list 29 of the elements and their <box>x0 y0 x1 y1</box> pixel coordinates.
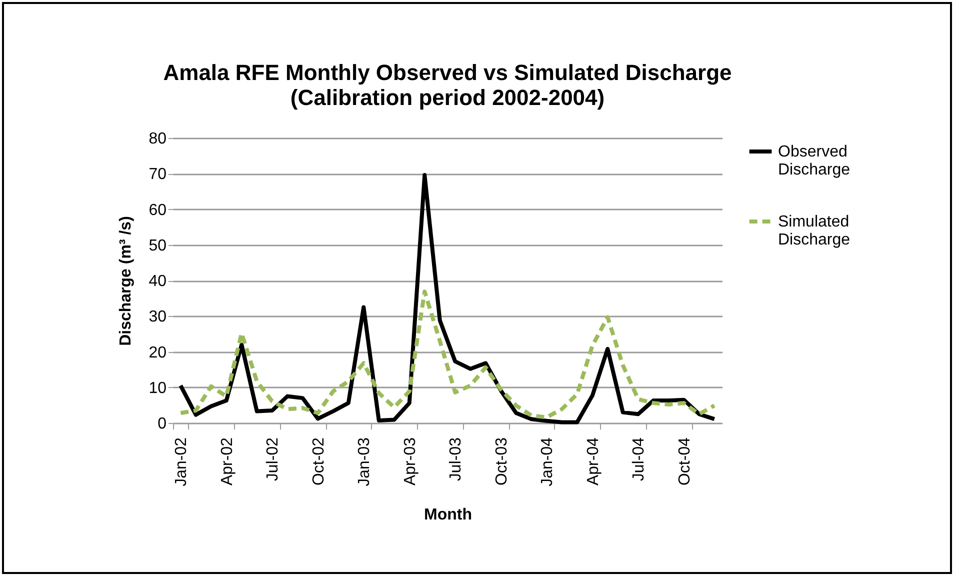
x-tick-label: Oct-03 <box>493 437 510 486</box>
x-tick-label: Apr-02 <box>218 437 236 486</box>
y-tick-label: 0 <box>158 416 167 432</box>
x-tick-label: Jul-02 <box>264 437 282 482</box>
x-tick-label: Oct-04 <box>676 437 694 486</box>
x-tick-label: Jan-04 <box>539 437 556 486</box>
x-tick-label: Jan-03 <box>356 437 374 486</box>
x-tick-label: Jul-03 <box>448 437 465 482</box>
y-tick-label: 80 <box>148 130 167 148</box>
x-axis-title: Month <box>424 506 472 524</box>
y-tick-label: 20 <box>148 344 167 362</box>
chart-title: Amala RFE Monthly Observed vs Simulated Discharge <box>163 60 732 85</box>
x-tick-label: Jul-04 <box>630 437 648 482</box>
line-series <box>178 173 716 424</box>
legend-label: Observed Discharge <box>778 144 850 178</box>
y-tick-label: 30 <box>148 308 167 326</box>
line-series <box>178 290 716 420</box>
y-axis-title: Discharge (m³ /s) <box>118 216 135 346</box>
y-tick-label: 70 <box>148 166 167 184</box>
x-tick-label: Jan-02 <box>173 437 190 486</box>
x-tick-label: Apr-04 <box>584 437 602 486</box>
x-tick-label: Oct-02 <box>310 437 328 486</box>
chart-subtitle: (Calibration period 2002-2004) <box>290 85 605 110</box>
y-tick-label: 50 <box>148 237 167 254</box>
y-tick-label: 10 <box>148 380 167 397</box>
x-tick-label: Apr-03 <box>402 437 419 486</box>
y-tick-label: 60 <box>148 202 167 219</box>
y-tick-label: 40 <box>148 273 167 290</box>
legend-label: Simulated Discharge <box>778 214 850 248</box>
